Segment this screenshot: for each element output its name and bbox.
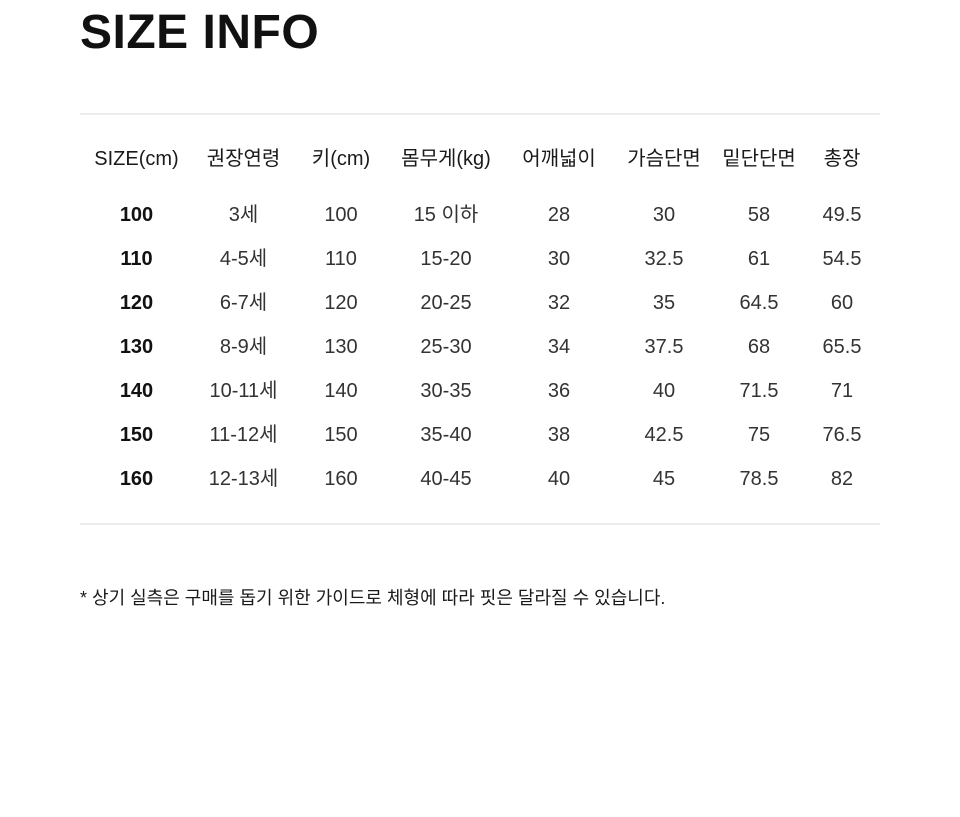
table-row: 100 3세 100 15 이하 28 30 58 49.5 — [80, 193, 880, 237]
size-cell: 120 — [119, 292, 154, 314]
table-row: 160 12-13세 160 40-45 40 45 78.5 82 — [80, 457, 880, 524]
table-cell: 32 — [547, 292, 571, 314]
table-cell: 160 — [324, 468, 358, 490]
size-guide-footnote: * 상기 실측은 구매를 돕기 위한 가이드로 체형에 따라 핏은 달라질 수 … — [80, 588, 666, 608]
table-cell: 38 — [547, 424, 571, 446]
table-cell: 10-11세 — [209, 380, 278, 402]
column-header-2: 키(cm) — [311, 148, 371, 170]
table-cell: 30-35 — [420, 380, 472, 402]
table-cell: 60 — [830, 292, 854, 314]
column-header-6: 밑단단면 — [722, 148, 796, 170]
table-cell: 68 — [747, 336, 771, 358]
size-cell: 110 — [120, 248, 153, 270]
table-cell: 130 — [324, 336, 358, 358]
table-cell: 54.5 — [822, 248, 862, 270]
table-cell: 78.5 — [739, 468, 779, 490]
table-cell: 140 — [324, 380, 358, 402]
table-cell: 28 — [547, 204, 571, 226]
column-header-4: 어깨넓이 — [522, 148, 596, 170]
table-cell: 36 — [547, 380, 571, 402]
table-cell: 4-5세 — [219, 248, 268, 270]
column-header-0: SIZE(cm) — [94, 148, 179, 170]
size-table-header-row: SIZE(cm) 권장연령 키(cm) 몸무게(kg) 어깨넓이 가슴단면 밑단단면 총장 — [80, 114, 880, 193]
table-cell: 49.5 — [822, 204, 862, 226]
page-title: SIZE INFO — [80, 6, 320, 59]
table-cell: 34 — [547, 336, 571, 358]
table-cell: 40 — [547, 468, 571, 490]
table-cell: 12-13세 — [208, 468, 279, 490]
table-cell: 35 — [652, 292, 676, 314]
table-cell: 42.5 — [644, 424, 684, 446]
table-cell: 61 — [747, 248, 771, 270]
table-cell: 75 — [747, 424, 771, 446]
table-cell: 82 — [830, 468, 854, 490]
table-cell: 150 — [324, 424, 358, 446]
table-cell: 58 — [747, 204, 771, 226]
size-cell: 140 — [119, 380, 154, 402]
table-cell: 11-12세 — [209, 424, 278, 446]
table-cell: 30 — [547, 248, 571, 270]
column-header-5: 가슴단면 — [627, 148, 701, 170]
size-cell: 150 — [119, 424, 154, 446]
size-table-body: 100 3세 100 15 이하 28 30 58 49.5 110 4-5세 110 15-20 30… — [80, 193, 880, 524]
table-cell: 15 이하 — [413, 204, 479, 226]
table-cell: 110 — [325, 248, 357, 270]
table-cell: 30 — [652, 204, 676, 226]
table-cell: 100 — [324, 204, 358, 226]
table-cell: 76.5 — [822, 424, 862, 446]
table-row: 130 8-9세 130 25-30 34 37.5 68 65.5 — [80, 325, 880, 369]
table-cell: 71 — [830, 380, 854, 402]
table-row: 150 11-12세 150 35-40 38 42.5 75 76.5 — [80, 413, 880, 457]
size-table: SIZE(cm) 권장연령 키(cm) 몸무게(kg) 어깨넓이 가슴단면 밑단단면 총장 1… — [80, 113, 880, 525]
table-cell: 65.5 — [822, 336, 862, 358]
table-cell: 3세 — [228, 204, 259, 226]
table-row: 120 6-7세 120 20-25 32 35 64.5 60 — [80, 281, 880, 325]
size-table-head: SIZE(cm) 권장연령 키(cm) 몸무게(kg) 어깨넓이 가슴단면 밑단단면 총장 — [80, 114, 880, 193]
column-header-7: 총장 — [823, 148, 861, 170]
table-cell: 15-20 — [420, 248, 472, 270]
table-cell: 71.5 — [739, 380, 779, 402]
table-cell: 45 — [652, 468, 676, 490]
size-info-section: SIZE INFO SIZE(cm) 권장연령 키(cm) 몸무게(kg) 어깨넓이 가슴… — [80, 6, 880, 608]
table-row: 140 10-11세 140 30-35 36 40 71.5 71 — [80, 369, 880, 413]
size-cell: 100 — [119, 204, 154, 226]
table-cell: 6-7세 — [219, 292, 268, 314]
table-cell: 40-45 — [420, 468, 472, 490]
table-cell: 37.5 — [644, 336, 684, 358]
table-row: 110 4-5세 110 15-20 30 32.5 61 54.5 — [80, 237, 880, 281]
table-cell: 25-30 — [420, 336, 472, 358]
table-cell: 8-9세 — [219, 336, 268, 358]
table-cell: 20-25 — [420, 292, 472, 314]
table-cell: 120 — [324, 292, 358, 314]
column-header-1: 권장연령 — [206, 148, 281, 170]
column-header-3: 몸무게(kg) — [401, 148, 491, 170]
table-cell: 64.5 — [739, 292, 779, 314]
table-cell: 32.5 — [644, 248, 684, 270]
size-cell: 160 — [119, 468, 154, 490]
size-cell: 130 — [119, 336, 154, 358]
table-cell: 40 — [652, 380, 676, 402]
table-cell: 35-40 — [420, 424, 472, 446]
